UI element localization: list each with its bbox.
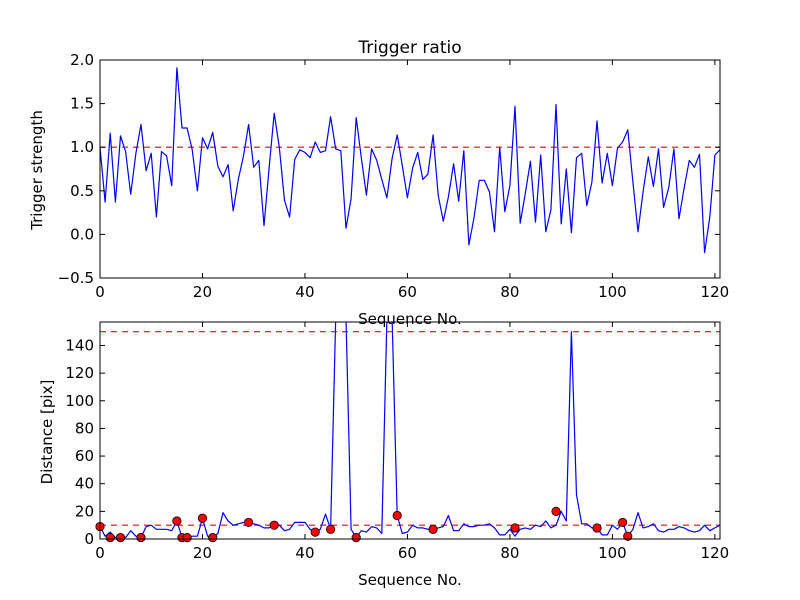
bottom-chart-ytick-label: 20 [75,502,94,520]
top-chart-xtick-label: 80 [500,283,519,301]
top-chart-axes-frame [99,59,721,279]
bottom-chart-xtick-label: 20 [193,544,212,562]
bottom-chart-axes-frame [99,321,721,540]
bottom-chart-xlabel: Sequence No. [358,571,462,589]
bottom-chart-marker-point [208,533,218,543]
bottom-chart-xtick-label: 40 [295,544,314,562]
top-chart-ytick-label: 1.0 [70,138,94,156]
bottom-chart-marker-point [172,516,182,526]
bottom-chart: 0 20 40 60 80 100 120 0 20 40 60 80 100 120 140 Sequen… [38,321,730,589]
bottom-chart-xtick-label: 100 [598,544,627,562]
top-chart-xtick-label: 20 [193,283,212,301]
top-chart-xtick-label: 120 [701,283,730,301]
bottom-chart-marker-point [243,517,254,528]
bottom-plot-area: 0 20 40 60 80 100 120 0 20 40 60 80 100 120 140 [65,321,730,562]
top-chart-xtick-label: 0 [95,283,105,301]
bottom-chart-ytick-label: 40 [75,475,94,493]
bottom-chart-marker-point [136,533,146,543]
bottom-chart-marker-point [510,523,520,533]
top-chart-xtick-label: 100 [598,283,627,301]
bottom-chart-marker-point [623,531,633,541]
bottom-chart-ytick-label: 80 [75,419,94,437]
top-chart-xlabel: Sequence No. [358,310,462,328]
bottom-chart-xtick-label: 80 [500,544,519,562]
bottom-chart-xtick-label: 60 [398,544,417,562]
top-chart: Trigger ratio 0 20 40 60 80 100 120 −0.5 0.0 0.5 1… [28,38,729,328]
bottom-chart-marker-point [618,517,628,528]
top-chart-title: Trigger ratio [357,38,461,58]
bottom-chart-marker-point [592,523,602,533]
bottom-chart-marker-point [115,533,126,543]
top-chart-ytick-label: 0.5 [70,182,94,200]
top-chart-xtick-label: 60 [398,283,417,301]
top-plot-area: 0 20 40 60 80 100 120 −0.5 0.0 0.5 1.0 1.5 2.0 [58,51,730,301]
bottom-chart-marker-point [551,506,561,516]
bottom-chart-ytick-label: 60 [75,447,94,465]
bottom-chart-ytick-label: 100 [65,392,94,410]
top-chart-series-line [100,67,720,254]
top-chart-ylabel: Trigger strength [28,110,46,231]
bottom-chart-ytick-label: 140 [65,336,94,354]
bottom-chart-marker-point [325,524,336,534]
bottom-chart-ytick-label: 0 [84,530,94,548]
bottom-chart-marker-point [197,513,208,523]
bottom-chart-marker-point [310,527,320,537]
top-chart-xtick-label: 40 [295,283,314,301]
bottom-chart-marker-point [182,533,192,543]
bottom-chart-marker-point [269,520,279,530]
bottom-chart-marker-point [105,533,115,543]
top-chart-ytick-label: −0.5 [58,269,94,287]
top-chart-ytick-label: 1.5 [70,95,94,113]
bottom-chart-xtick-label: 120 [701,544,730,562]
top-chart-ytick-label: 0.0 [70,225,94,243]
bottom-chart-xtick-label: 0 [95,544,105,562]
bottom-chart-marker-point [351,533,361,543]
top-chart-ytick-label: 2.0 [70,51,94,69]
bottom-chart-ylabel: Distance [pix] [38,380,56,485]
bottom-chart-marker-point [392,510,402,521]
bottom-chart-ytick-label: 120 [65,364,94,382]
bottom-chart-marker-point [428,524,438,534]
